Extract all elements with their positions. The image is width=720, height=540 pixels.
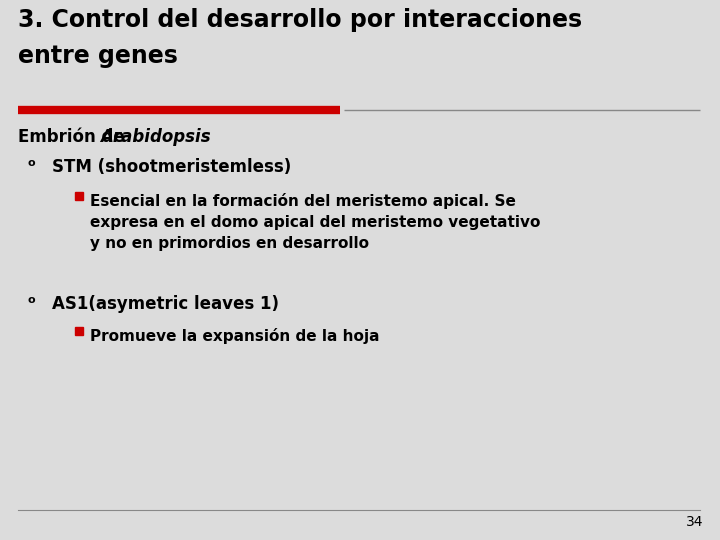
Text: 34: 34 [685,515,703,529]
Text: STM (shootmeristemless): STM (shootmeristemless) [52,158,292,176]
Text: 3. Control del desarrollo por interacciones: 3. Control del desarrollo por interaccio… [18,8,582,32]
Bar [75,327,83,335]
Text: o: o [28,158,35,168]
Text: Promueve la expansión de la hoja: Promueve la expansión de la hoja [90,328,379,344]
Bar [75,192,83,200]
Text: Arabidopsis: Arabidopsis [100,128,211,146]
Text: Embrión de: Embrión de [18,128,130,146]
Text: AS1(asymetric leaves 1): AS1(asymetric leaves 1) [52,295,279,313]
Text: entre genes: entre genes [18,44,178,68]
Text: o: o [28,295,35,305]
Text: Esencial en la formación del meristemo apical. Se
expresa en el domo apical del : Esencial en la formación del meristemo a… [90,193,541,251]
